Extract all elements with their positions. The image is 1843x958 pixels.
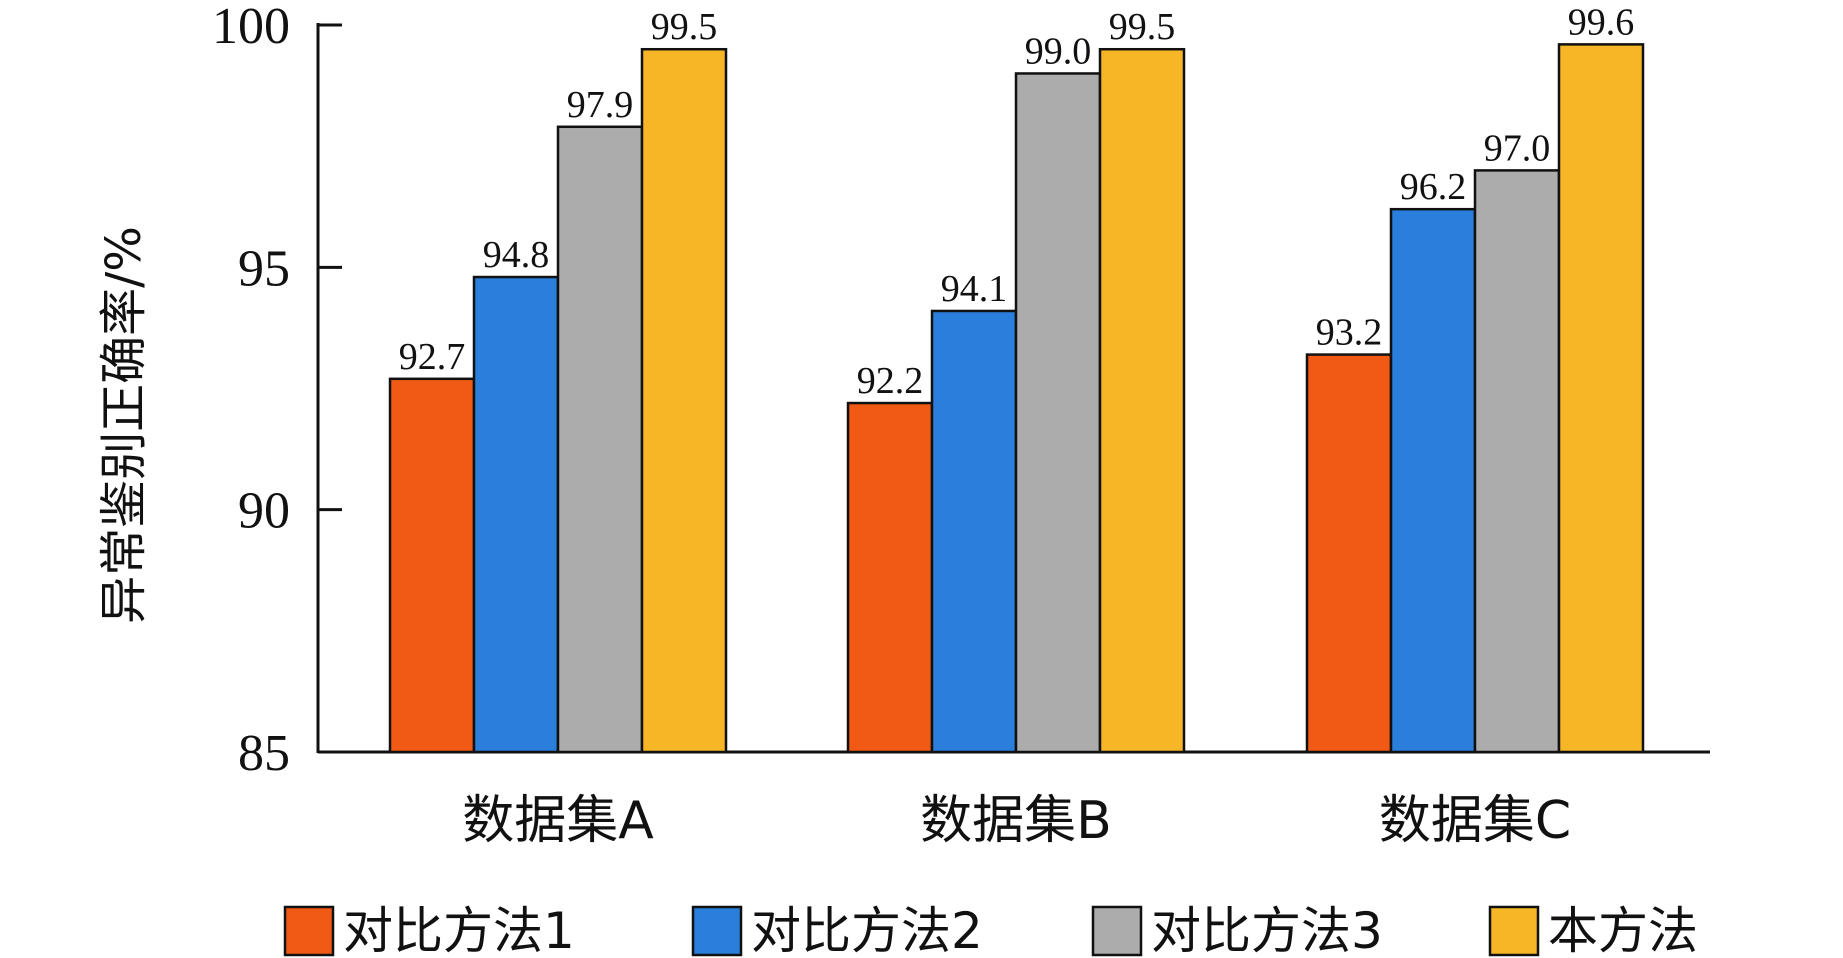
x-tick-label: 数据集A bbox=[462, 791, 654, 851]
bar bbox=[1305, 353, 1393, 754]
data-label: 99.5 bbox=[651, 6, 718, 48]
bars bbox=[388, 43, 1645, 754]
bar bbox=[846, 401, 934, 754]
legend-swatch bbox=[691, 905, 743, 957]
y-axis-title: 异常鉴别正确率/% bbox=[96, 226, 152, 624]
x-tick-label: 数据集B bbox=[920, 791, 1112, 851]
data-label: 99.0 bbox=[1025, 30, 1092, 72]
legend-swatch bbox=[1091, 905, 1143, 957]
data-label: 97.9 bbox=[567, 84, 634, 126]
data-labels: 92.7 94.8 97.9 99.5 92.2 94.1 99.0 99.5 93.2 96.2… bbox=[399, 1, 1635, 402]
data-label: 99.5 bbox=[1109, 6, 1176, 48]
data-label: 99.6 bbox=[1568, 1, 1635, 43]
legend: 对比方法1 对比方法2 对比方法3 本方法 bbox=[283, 902, 1698, 958]
x-axis: 数据集A 数据集B 数据集C bbox=[318, 750, 1710, 851]
legend-label: 对比方法3 bbox=[1151, 902, 1383, 958]
legend-label: 对比方法1 bbox=[343, 902, 575, 958]
bar bbox=[930, 309, 1018, 754]
data-label: 97.0 bbox=[1484, 127, 1551, 169]
bar bbox=[1473, 169, 1561, 754]
bar bbox=[640, 47, 728, 754]
bar bbox=[556, 125, 644, 754]
legend-swatch bbox=[283, 905, 335, 957]
bar bbox=[1389, 207, 1477, 754]
x-tick-label: 数据集C bbox=[1379, 791, 1571, 851]
y-tick-label: 100 bbox=[212, 0, 290, 55]
bar bbox=[1014, 72, 1102, 754]
legend-swatch bbox=[1488, 905, 1540, 957]
y-tick-label: 95 bbox=[238, 240, 290, 297]
data-label: 92.2 bbox=[857, 360, 924, 402]
y-tick-label: 85 bbox=[238, 725, 290, 782]
data-label: 96.2 bbox=[1400, 166, 1467, 208]
y-tick-label: 90 bbox=[238, 483, 290, 540]
legend-label: 对比方法2 bbox=[751, 902, 983, 958]
legend-label: 本方法 bbox=[1548, 902, 1698, 958]
data-label: 94.1 bbox=[941, 268, 1008, 310]
data-label: 94.8 bbox=[483, 234, 550, 276]
bar bbox=[1098, 47, 1186, 754]
y-axis: 85 90 95 100 bbox=[212, 0, 342, 782]
data-label: 93.2 bbox=[1316, 312, 1383, 354]
bar bbox=[388, 377, 476, 754]
data-label: 92.7 bbox=[399, 336, 466, 378]
bar bbox=[472, 275, 560, 754]
bar bbox=[1557, 43, 1645, 754]
